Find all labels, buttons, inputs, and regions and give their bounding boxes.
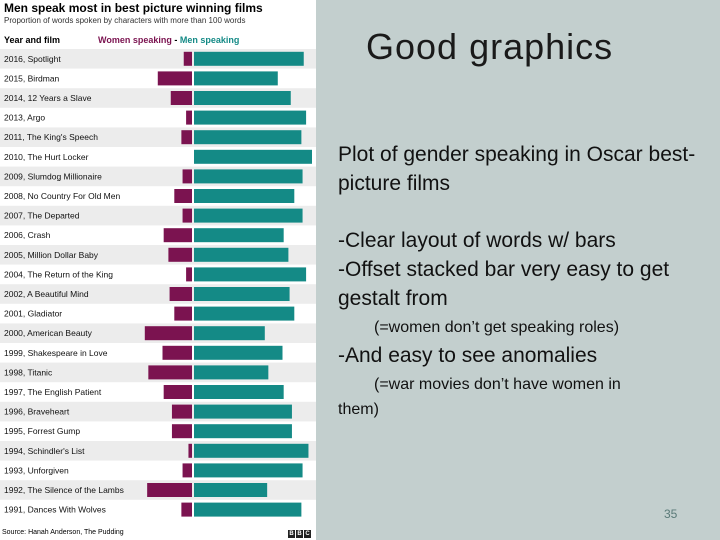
women-bar bbox=[186, 110, 192, 125]
slide-text-points: -Clear layout of words w/ bars -Offset s… bbox=[338, 226, 708, 313]
legend-men: Men speaking bbox=[179, 35, 240, 45]
point-clear-layout: -Clear layout of words w/ bars bbox=[338, 229, 616, 252]
bbc-logo-letter: C bbox=[304, 530, 311, 538]
slide-title: Good graphics bbox=[366, 26, 614, 67]
film-label: 1998, Titanic bbox=[4, 367, 53, 377]
film-label: 1995, Forrest Gump bbox=[4, 426, 80, 436]
film-label: 2006, Crash bbox=[4, 230, 51, 240]
women-bar bbox=[171, 404, 192, 419]
men-bar bbox=[194, 189, 295, 203]
film-label: 2013, Argo bbox=[4, 113, 45, 123]
men-bar bbox=[194, 169, 303, 184]
men-bar bbox=[194, 326, 265, 341]
chart-subtitle: Proportion of words spoken by characters… bbox=[4, 16, 246, 25]
men-bar bbox=[194, 267, 307, 282]
women-bar bbox=[148, 365, 192, 380]
film-label: 2004, The Return of the King bbox=[4, 269, 113, 279]
men-bar bbox=[194, 228, 284, 243]
film-label: 1996, Braveheart bbox=[4, 407, 70, 417]
point-anomalies: -And easy to see anomalies bbox=[338, 344, 598, 367]
men-bar bbox=[194, 443, 309, 458]
chart-panel: Men speak most in best picture winning f… bbox=[0, 0, 316, 540]
men-bar bbox=[194, 502, 302, 517]
slide-text-note-1: (=women don’t get speaking roles) bbox=[338, 315, 708, 341]
men-bar bbox=[194, 306, 295, 321]
note-women-roles: (=women don’t get speaking roles) bbox=[374, 319, 620, 336]
page-number: 35 bbox=[664, 507, 678, 521]
women-bar bbox=[174, 306, 192, 321]
women-bar bbox=[144, 326, 192, 341]
men-bar bbox=[194, 483, 268, 497]
film-label: 1997, The English Patient bbox=[4, 387, 102, 397]
film-label: 1992, The Silence of the Lambs bbox=[4, 485, 124, 495]
women-bar bbox=[169, 287, 192, 301]
women-bar bbox=[183, 51, 192, 66]
bbc-logo-letter: B bbox=[288, 530, 295, 538]
women-bar bbox=[157, 71, 192, 86]
women-bar bbox=[182, 208, 192, 223]
men-bar bbox=[194, 287, 290, 301]
women-bar bbox=[181, 130, 192, 145]
women-bar bbox=[182, 463, 192, 478]
bar-chart: 2016, Spotlight 2015, Birdman 2014, 12 Yea… bbox=[0, 49, 316, 517]
women-bar bbox=[162, 345, 192, 360]
men-bar bbox=[194, 149, 312, 164]
slide-text-note-2: (=war movies don’t have women in them) bbox=[338, 372, 708, 422]
bbc-logo: B B C bbox=[288, 530, 311, 538]
men-bar bbox=[194, 91, 291, 105]
women-bar bbox=[182, 169, 192, 184]
women-bar bbox=[163, 228, 192, 243]
women-bar bbox=[171, 424, 192, 439]
chart-source: Source: Hanah Anderson, The Pudding bbox=[2, 529, 124, 536]
film-label: 2015, Birdman bbox=[4, 73, 60, 83]
men-bar bbox=[194, 208, 303, 223]
men-bar bbox=[194, 247, 289, 262]
note-war-movies: (=war movies don’t have women in bbox=[374, 376, 621, 393]
legend-separator: - bbox=[171, 35, 180, 45]
men-bar bbox=[194, 110, 307, 125]
film-label: 1993, Unforgiven bbox=[4, 465, 69, 475]
film-label: 2007, The Departed bbox=[4, 211, 80, 221]
men-bar bbox=[194, 51, 304, 66]
point-offset-stacked: -Offset stacked bar very easy to get ges… bbox=[338, 258, 670, 310]
film-label: 2000, American Beauty bbox=[4, 328, 93, 338]
slide-text-description: Plot of gender speaking in Oscar best-pi… bbox=[338, 143, 696, 195]
women-bar bbox=[168, 247, 192, 262]
men-bar bbox=[194, 130, 302, 145]
women-bar bbox=[147, 483, 192, 497]
film-label: 1994, Schindler's List bbox=[4, 446, 85, 456]
women-bar bbox=[186, 267, 192, 282]
women-bar bbox=[163, 385, 192, 399]
year-film-header: Year and film bbox=[4, 35, 61, 45]
film-label: 2005, Million Dollar Baby bbox=[4, 250, 99, 260]
bbc-logo-letter: B bbox=[296, 530, 303, 538]
film-label: 2001, Gladiator bbox=[4, 309, 62, 319]
film-label: 1999, Shakespeare in Love bbox=[4, 348, 108, 358]
film-label: 1991, Dances With Wolves bbox=[4, 505, 106, 515]
men-bar bbox=[194, 385, 284, 399]
women-bar bbox=[181, 502, 192, 517]
men-bar bbox=[194, 463, 303, 478]
men-bar bbox=[194, 404, 292, 419]
men-bar bbox=[194, 345, 283, 360]
chart-title: Men speak most in best picture winning f… bbox=[4, 1, 263, 15]
legend-women: Women speaking bbox=[98, 35, 172, 45]
note-war-movies-cont: them) bbox=[338, 401, 379, 418]
film-label: 2014, 12 Years a Slave bbox=[4, 93, 92, 103]
film-label: 2008, No Country For Old Men bbox=[4, 191, 120, 201]
legend: Women speaking - Men speaking bbox=[98, 35, 239, 45]
film-label: 2011, The King's Speech bbox=[4, 132, 98, 142]
men-bar bbox=[194, 71, 278, 86]
film-label: 2010, The Hurt Locker bbox=[4, 152, 89, 162]
women-bar bbox=[170, 91, 192, 105]
men-bar bbox=[194, 365, 269, 380]
women-bar bbox=[174, 189, 192, 203]
film-label: 2016, Spotlight bbox=[4, 54, 61, 64]
film-label: 2009, Slumdog Millionaire bbox=[4, 171, 102, 181]
women-bar bbox=[188, 443, 192, 458]
men-bar bbox=[194, 424, 292, 439]
film-label: 2002, A Beautiful Mind bbox=[4, 289, 89, 299]
